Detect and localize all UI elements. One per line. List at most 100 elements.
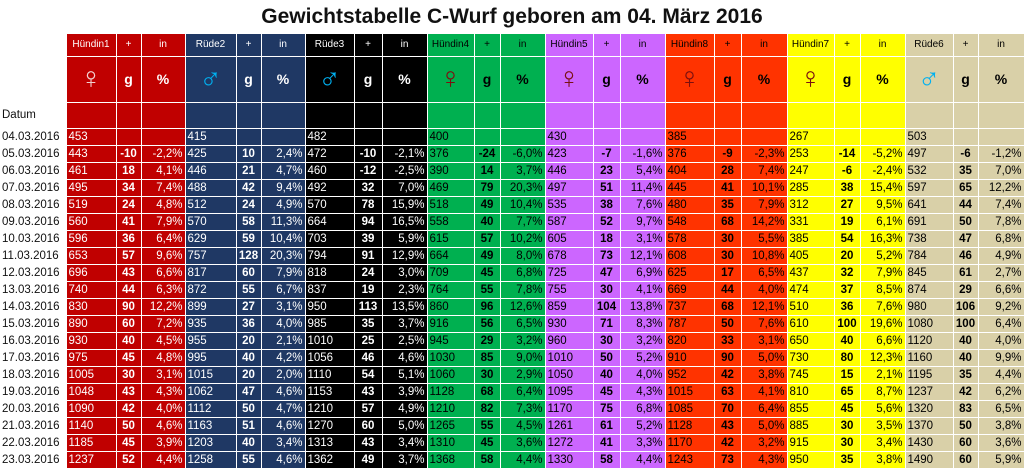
gain-cell: 35: [953, 366, 979, 384]
weight-cell: 605: [545, 230, 594, 248]
weight-cell: 740: [66, 281, 117, 299]
weight-cell: 885: [787, 417, 835, 435]
gain-cell: 50: [116, 417, 142, 435]
weight-cell: 253: [787, 145, 835, 163]
gain-cell: -24: [474, 145, 501, 163]
percent-cell: [500, 128, 546, 146]
gain-cell: 90: [116, 298, 142, 316]
header-fill: [185, 102, 237, 129]
percent-cell: 2,4%: [261, 145, 306, 163]
date-cell: 23.03.2016: [0, 451, 67, 469]
gain-cell: 47: [236, 383, 262, 401]
gain-cell: 40: [593, 366, 621, 384]
gain-cell: 44: [714, 281, 742, 299]
gain-cell: -9: [714, 145, 742, 163]
gain-cell: 23: [593, 162, 621, 180]
gain-cell: 60: [953, 434, 979, 452]
weight-cell: 1185: [66, 434, 117, 452]
table-row: 15.03.2016 890 60 7,2% 935 36 4,0% 985 35 3,7% 916…: [0, 315, 1024, 333]
gram-header: g: [593, 56, 621, 103]
weight-cell: 703: [305, 230, 355, 248]
weight-cell: 1163: [185, 417, 237, 435]
percent-cell: 3,4%: [860, 434, 906, 452]
gain-cell: 55: [236, 281, 262, 299]
percent-cell: 3,9%: [382, 383, 428, 401]
sex-symbol: ♀: [557, 62, 581, 95]
weight-cell: 518: [427, 196, 475, 214]
gain-cell: 45: [593, 383, 621, 401]
weight-cell: 453: [66, 128, 117, 146]
percent-cell: 4,8%: [141, 349, 186, 367]
female-symbol-icon: ♀: [665, 56, 715, 103]
percent-cell: 12,1%: [620, 247, 666, 265]
header-blank: [0, 34, 67, 57]
weight-cell: 1010: [305, 332, 355, 350]
weight-cell: 1048: [66, 383, 117, 401]
weight-cell: 497: [545, 179, 594, 197]
percent-cell: 6,4%: [141, 230, 186, 248]
gain-cell: 25: [354, 332, 383, 350]
date-cell: 18.03.2016: [0, 366, 67, 384]
weight-cell: 629: [185, 230, 237, 248]
percent-cell: 2,5%: [382, 332, 428, 350]
header-fill: [545, 102, 594, 129]
weight-cell: 975: [66, 349, 117, 367]
weight-cell: 425: [185, 145, 237, 163]
weight-cell: 390: [427, 162, 475, 180]
gain-cell: 58: [593, 451, 621, 469]
gain-cell: 40: [834, 332, 861, 350]
weight-cell: 830: [66, 298, 117, 316]
gain-cell: 20: [236, 332, 262, 350]
weight-cell: 1170: [665, 434, 715, 452]
weight-cell: 608: [665, 247, 715, 265]
percent-cell: 16,5%: [382, 213, 428, 231]
percent-cell: 6,2%: [978, 383, 1024, 401]
gain-cell: [116, 128, 142, 146]
gain-cell: 100: [953, 315, 979, 333]
percent-cell: 13,8%: [620, 298, 666, 316]
percent-cell: 5,1%: [382, 366, 428, 384]
weight-cell: 650: [787, 332, 835, 350]
weight-cell: 331: [787, 213, 835, 231]
percent-header: %: [978, 56, 1024, 103]
weight-cell: 1203: [185, 434, 237, 452]
percent-header: %: [261, 56, 306, 103]
percent-cell: 3,1%: [261, 298, 306, 316]
percent-cell: 7,4%: [978, 196, 1024, 214]
weight-cell: 535: [545, 196, 594, 214]
percent-cell: 6,5%: [741, 264, 788, 282]
percent-cell: 20,3%: [261, 247, 306, 265]
gain-cell: 45: [116, 434, 142, 452]
gram-header: g: [953, 56, 979, 103]
percent-cell: 3,3%: [620, 434, 666, 452]
table-row: 18.03.2016 1005 30 3,1% 1015 20 2,0% 1110 54 5,1%…: [0, 366, 1024, 384]
gain-cell: 43: [116, 383, 142, 401]
weight-cell: 874: [905, 281, 954, 299]
gain-cell: 61: [953, 264, 979, 282]
gain-cell: 45: [474, 434, 501, 452]
header-fill: [714, 102, 742, 129]
dog-name-header: Hündin7: [787, 34, 835, 57]
gain-cell: 60: [354, 417, 383, 435]
date-cell: 16.03.2016: [0, 332, 67, 350]
gain-cell: 80: [834, 349, 861, 367]
percent-cell: 7,6%: [860, 298, 906, 316]
gain-cell: 65: [834, 383, 861, 401]
weight-cell: 1261: [545, 417, 594, 435]
weight-cell: 1368: [427, 451, 475, 469]
weight-cell: 1140: [66, 417, 117, 435]
gain-cell: 68: [474, 383, 501, 401]
plus-header: +: [474, 34, 501, 57]
percent-cell: 4,3%: [741, 451, 788, 469]
percent-cell: 4,9%: [382, 400, 428, 418]
header-row-date: Datum: [0, 102, 1024, 129]
percent-cell: 7,9%: [261, 264, 306, 282]
in-header: in: [261, 34, 306, 57]
weight-cell: 492: [305, 179, 355, 197]
gain-cell: 58: [236, 213, 262, 231]
percent-cell: 3,6%: [500, 434, 546, 452]
date-cell: 22.03.2016: [0, 434, 67, 452]
percent-cell: 8,7%: [860, 383, 906, 401]
table-title: Gewichtstabelle C-Wurf geboren am 04. Mä…: [261, 5, 763, 28]
weight-cell: 437: [787, 264, 835, 282]
